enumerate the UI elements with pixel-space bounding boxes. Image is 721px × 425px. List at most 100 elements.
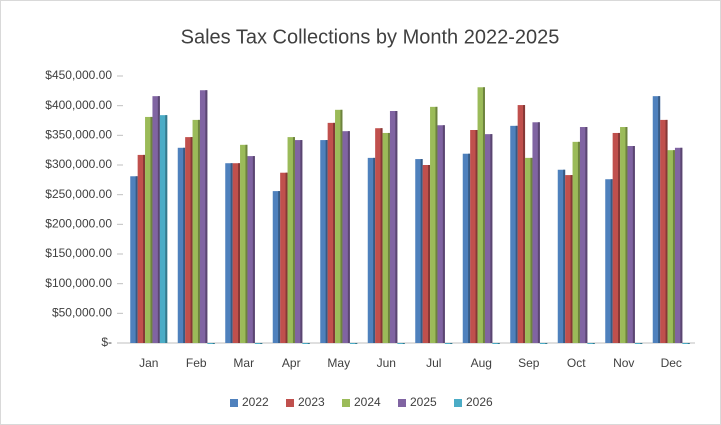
bar [367, 157, 376, 343]
bar-shade [672, 150, 675, 343]
x-tick-label: Dec [661, 356, 682, 370]
y-tick-label: $50,000.00 [52, 306, 112, 320]
bar-shade [680, 147, 683, 343]
bar [185, 137, 193, 343]
x-tick-label: Feb [186, 356, 207, 370]
y-tick-label: $300,000.00 [45, 157, 112, 171]
bar [462, 153, 471, 343]
bar-shade [577, 141, 580, 343]
bar [137, 154, 146, 343]
bar [620, 127, 628, 343]
bar [437, 125, 445, 343]
bar-shade [387, 132, 390, 343]
bar-shade [150, 116, 153, 343]
x-tick-label: Aug [471, 356, 492, 370]
bar [565, 175, 573, 343]
bar-shade [143, 154, 146, 343]
bar [375, 128, 383, 343]
legend-label: 2026 [466, 395, 493, 409]
bar [240, 144, 248, 343]
bar [320, 140, 328, 343]
bar [682, 343, 690, 344]
bar-shade [482, 87, 485, 343]
bar-shade [252, 156, 255, 343]
bar [532, 122, 540, 343]
y-tick-label: $400,000.00 [45, 98, 112, 112]
bar-shade [490, 134, 493, 343]
bar [430, 106, 438, 343]
bar [525, 157, 533, 343]
bar [389, 111, 398, 343]
bar [557, 169, 566, 343]
bar-shade [157, 96, 160, 343]
bar-shade [197, 119, 200, 343]
bar [444, 343, 453, 344]
x-tick-label: Jul [426, 356, 441, 370]
bar [492, 343, 500, 344]
x-tick-label: Jan [139, 356, 158, 370]
bar [605, 179, 613, 343]
bar [397, 343, 405, 344]
bar-shade [545, 343, 548, 344]
bar-shade [340, 109, 343, 343]
y-tick-label: $- [101, 335, 112, 349]
bar-shade [537, 122, 540, 343]
x-tick-label: Sep [518, 356, 540, 370]
bar [335, 109, 343, 343]
legend-swatch [398, 399, 406, 407]
bar-shade [475, 129, 478, 343]
bar [422, 165, 431, 343]
legend-label: 2024 [354, 395, 381, 409]
bar-shade [665, 119, 668, 343]
bar-shade [347, 131, 350, 343]
bar-shade [523, 105, 526, 343]
bar-shade [230, 163, 233, 343]
bar [627, 146, 635, 343]
legend-label: 2025 [410, 395, 437, 409]
bar-shade [450, 343, 453, 344]
bar [152, 96, 160, 343]
bar-shade [515, 125, 518, 343]
bar [484, 134, 493, 343]
bar [287, 137, 295, 343]
bar [247, 156, 255, 343]
x-tick-label: Mar [233, 356, 254, 370]
bar [302, 343, 310, 344]
bar-shade [135, 176, 138, 343]
bar-shade [468, 153, 471, 343]
bar [232, 163, 241, 343]
bar-shade [245, 144, 248, 343]
bar-shade [420, 159, 423, 343]
bar [272, 191, 281, 343]
bar-shade [435, 106, 438, 343]
y-tick-label: $250,000.00 [45, 187, 112, 201]
bar-shade [278, 191, 281, 343]
bar [510, 125, 518, 343]
bar [280, 172, 288, 343]
bar-shade [260, 343, 263, 344]
bar-shade [395, 111, 398, 343]
bar-shade [640, 343, 643, 344]
legend-swatch [454, 399, 462, 407]
legend-swatch [230, 399, 238, 407]
bar [660, 119, 668, 343]
legend-swatch [286, 399, 294, 407]
y-tick-label: $100,000.00 [45, 276, 112, 290]
bar [177, 147, 186, 343]
bar [667, 150, 675, 343]
bar [254, 343, 263, 344]
bar-shade [373, 157, 376, 343]
bar [207, 343, 215, 344]
bar-shade [428, 165, 431, 343]
bar [517, 105, 526, 343]
bar-shade [292, 137, 295, 343]
bar-shade [190, 137, 193, 343]
bar [342, 131, 350, 343]
bar [130, 176, 138, 343]
chart-title: Sales Tax Collections by Month 2022-2025 [181, 26, 560, 48]
bar [612, 132, 621, 343]
bar-shade [585, 127, 588, 343]
bar-shade [497, 343, 500, 344]
bar [470, 129, 478, 343]
